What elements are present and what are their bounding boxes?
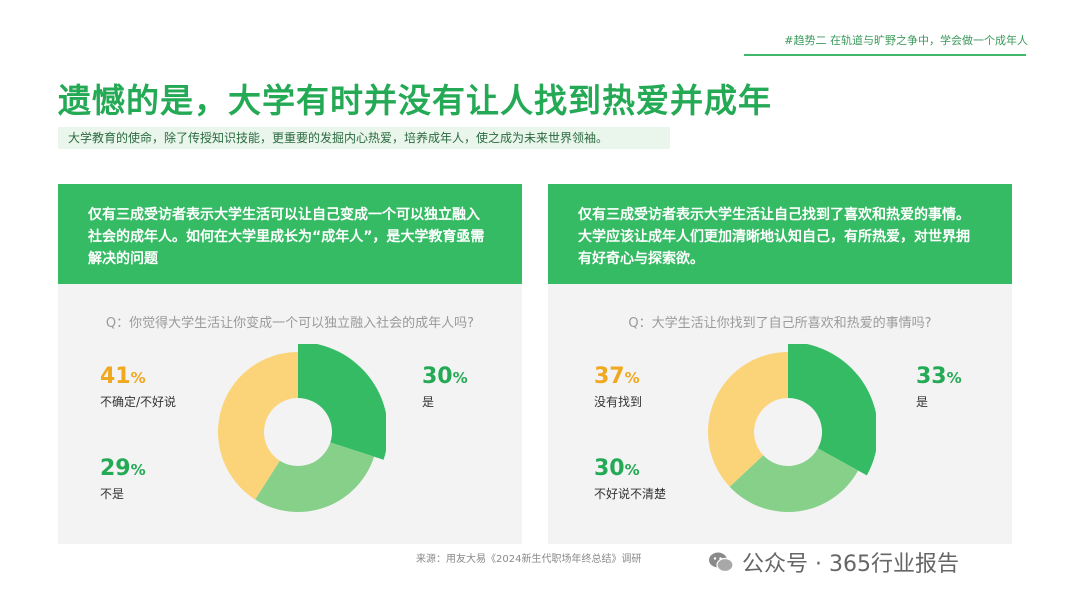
donut-chart (218, 344, 386, 512)
percent-sign: % (624, 461, 640, 479)
donut-slice (708, 352, 788, 487)
percent-sign: % (130, 461, 146, 479)
stat-value: 30 (594, 456, 625, 481)
stat-label: 没有找到 (594, 395, 643, 409)
stat-yes: 30% 是 (422, 364, 468, 410)
header-divider (744, 54, 1026, 56)
stat-value: 33 (916, 364, 947, 389)
stat-label: 是 (916, 395, 929, 409)
watermark: 公众号 · 365行业报告 (708, 546, 959, 578)
page-subtitle: 大学教育的使命，除了传授知识技能，更重要的发掘内心热爱，培养成年人，使之成为未来… (58, 127, 670, 149)
survey-panel-left: 仅有三成受访者表示大学生活可以让自己变成一个可以独立融入社会的成年人。如何在大学… (58, 184, 522, 544)
stat-unclear: 30% 不好说不清楚 (594, 456, 666, 502)
stat-label: 不确定/不好说 (100, 395, 177, 409)
page-title: 遗憾的是，大学有时并没有让人找到热爱并成年 (58, 81, 772, 120)
stat-label: 是 (422, 395, 435, 409)
donut-chart (708, 344, 876, 512)
stat-label: 不是 (100, 487, 125, 501)
stat-yes: 33% 是 (916, 364, 962, 410)
section-tag: #趋势二 在轨道与旷野之争中，学会做一个成年人 (784, 34, 1028, 47)
wechat-icon (709, 552, 734, 573)
stat-no: 29% 不是 (100, 456, 146, 502)
percent-sign: % (130, 369, 146, 387)
stat-value: 30 (422, 364, 453, 389)
stat-not-found: 37% 没有找到 (594, 364, 642, 410)
panel-question: Q：大学生活让你找到了自己所喜欢和热爱的事情吗? (628, 316, 932, 331)
survey-panel-right: 仅有三成受访者表示大学生活让自己找到了喜欢和热爱的事情。大学应该让成年人们更加清… (548, 184, 1012, 544)
stat-uncertain: 41% 不确定/不好说 (100, 364, 176, 410)
donut-slice (298, 344, 386, 460)
source-note: 来源：用友大易《2024新生代职场年终总结》调研 (416, 554, 642, 565)
watermark-text: 公众号 · 365行业报告 (742, 552, 959, 577)
stat-value: 29 (100, 456, 131, 481)
donut-slice (788, 344, 876, 476)
donut-slice (255, 442, 375, 512)
panel-banner: 仅有三成受访者表示大学生活让自己找到了喜欢和热爱的事情。大学应该让成年人们更加清… (548, 184, 1012, 284)
percent-sign: % (946, 369, 962, 387)
donut-slice (218, 352, 298, 500)
donut-slice (729, 448, 859, 512)
panel-banner: 仅有三成受访者表示大学生活可以让自己变成一个可以独立融入社会的成年人。如何在大学… (58, 184, 522, 284)
stat-value: 37 (594, 364, 625, 389)
stat-label: 不好说不清楚 (594, 487, 667, 501)
stat-value: 41 (100, 364, 131, 389)
percent-sign: % (452, 369, 468, 387)
percent-sign: % (624, 369, 640, 387)
panel-question: Q：你觉得大学生活让你变成一个可以独立融入社会的成年人吗? (105, 316, 475, 331)
